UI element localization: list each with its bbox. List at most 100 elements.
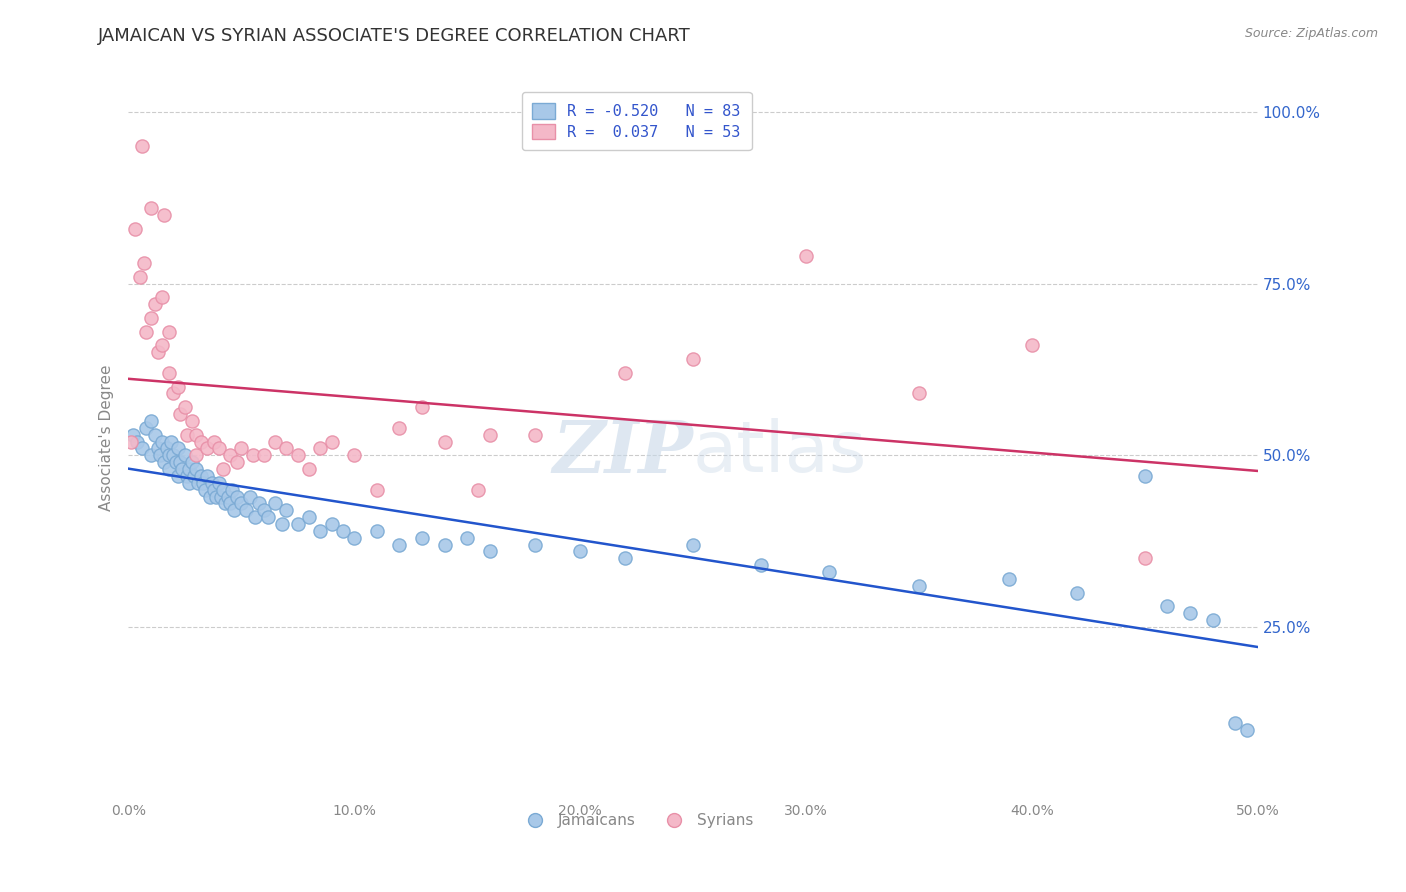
Point: [121, 427, 143, 442]
Point: [143, 297, 166, 311]
Point: [180, 455, 202, 469]
Point: [264, 496, 287, 510]
Point: [225, 455, 247, 469]
Point: [191, 475, 214, 490]
Point: [998, 572, 1021, 586]
Point: [467, 483, 489, 497]
Point: [253, 448, 276, 462]
Point: [150, 434, 173, 449]
Point: [139, 448, 162, 462]
Point: [153, 208, 176, 222]
Point: [160, 434, 183, 449]
Point: [135, 421, 157, 435]
Point: [478, 544, 501, 558]
Point: [212, 462, 235, 476]
Point: [219, 448, 242, 462]
Point: [169, 407, 191, 421]
Point: [242, 448, 264, 462]
Legend: Jamaicans, Syrians: Jamaicans, Syrians: [513, 807, 759, 835]
Point: [124, 221, 146, 235]
Point: [231, 442, 253, 456]
Point: [139, 201, 162, 215]
Point: [120, 434, 142, 449]
Point: [146, 345, 169, 359]
Point: [176, 427, 198, 442]
Point: [149, 448, 172, 462]
Point: [201, 475, 224, 490]
Point: [183, 469, 205, 483]
Point: [153, 455, 176, 469]
Point: [614, 551, 637, 566]
Point: [198, 490, 221, 504]
Point: [817, 565, 839, 579]
Point: [388, 421, 411, 435]
Point: [157, 448, 180, 462]
Point: [1133, 469, 1156, 483]
Point: [321, 434, 343, 449]
Point: [908, 386, 931, 401]
Point: [202, 434, 225, 449]
Point: [184, 462, 207, 476]
Point: [132, 256, 155, 270]
Point: [239, 490, 262, 504]
Point: [194, 483, 217, 497]
Point: [456, 531, 478, 545]
Point: [794, 249, 817, 263]
Point: [388, 538, 411, 552]
Point: [131, 139, 153, 153]
Point: [184, 448, 207, 462]
Point: [332, 524, 354, 538]
Point: [270, 516, 292, 531]
Point: [139, 310, 162, 325]
Point: [167, 442, 190, 456]
Point: [411, 401, 433, 415]
Text: JAMAICAN VS SYRIAN ASSOCIATE'S DEGREE CORRELATION CHART: JAMAICAN VS SYRIAN ASSOCIATE'S DEGREE CO…: [98, 27, 692, 45]
Point: [195, 469, 218, 483]
Text: atlas: atlas: [693, 418, 868, 487]
Point: [190, 469, 212, 483]
Point: [243, 510, 266, 524]
Point: [908, 579, 931, 593]
Point: [146, 442, 169, 456]
Point: [235, 503, 257, 517]
Point: [749, 558, 772, 573]
Point: [150, 338, 173, 352]
Point: [202, 483, 225, 497]
Point: [180, 414, 202, 428]
Point: [207, 442, 229, 456]
Point: [221, 483, 243, 497]
Point: [169, 455, 191, 469]
Point: [173, 448, 195, 462]
Point: [157, 366, 180, 380]
Point: [128, 269, 150, 284]
Text: Source: ZipAtlas.com: Source: ZipAtlas.com: [1244, 27, 1378, 40]
Point: [682, 352, 704, 367]
Point: [173, 401, 195, 415]
Point: [523, 538, 546, 552]
Point: [309, 442, 332, 456]
Point: [212, 483, 235, 497]
Y-axis label: Associate's Degree: Associate's Degree: [100, 365, 114, 511]
Point: [176, 469, 198, 483]
Point: [257, 510, 280, 524]
Point: [205, 490, 228, 504]
Point: [209, 490, 232, 504]
Point: [150, 290, 173, 304]
Point: [190, 434, 212, 449]
Point: [135, 325, 157, 339]
Point: [1066, 585, 1088, 599]
Point: [143, 427, 166, 442]
Point: [276, 442, 298, 456]
Point: [167, 379, 190, 393]
Point: [217, 490, 239, 504]
Point: [224, 503, 246, 517]
Point: [214, 496, 236, 510]
Point: [172, 462, 194, 476]
Point: [569, 544, 592, 558]
Point: [1236, 723, 1258, 738]
Point: [165, 455, 187, 469]
Point: [321, 516, 343, 531]
Point: [162, 448, 184, 462]
Point: [184, 427, 207, 442]
Point: [139, 414, 162, 428]
